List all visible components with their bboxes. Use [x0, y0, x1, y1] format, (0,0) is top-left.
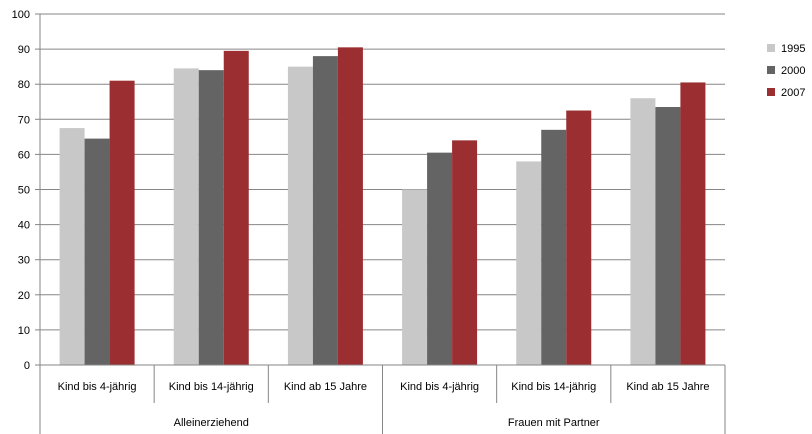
gridlines — [40, 13, 725, 331]
legend-label: 1995 — [781, 43, 805, 55]
x-category-label: Kind bis 14-jährig — [511, 381, 596, 393]
bar-1995 — [516, 161, 542, 365]
bar-2007 — [337, 47, 363, 365]
bar-1995 — [287, 66, 313, 366]
x-group-label: Alleinerziehend — [174, 417, 249, 429]
legend-label: 2007 — [781, 87, 805, 99]
y-tick-label: 50 — [18, 185, 30, 197]
bar-2000 — [84, 138, 110, 365]
x-category-label: Kind bis 4-jährig — [58, 381, 137, 393]
y-tick-label: 40 — [18, 220, 30, 232]
x-category-label: Kind bis 4-jährig — [400, 381, 479, 393]
bar-2000 — [312, 56, 338, 366]
bar-1995 — [630, 98, 656, 366]
bars — [59, 47, 706, 366]
bar-2000 — [655, 107, 681, 365]
bar-2007 — [452, 140, 478, 365]
bar-2000 — [427, 152, 453, 365]
legend-swatch-1995 — [767, 44, 775, 52]
bar-2007 — [566, 110, 592, 366]
legend-label: 2000 — [781, 65, 805, 77]
y-tick-label: 60 — [18, 149, 30, 161]
x-category-label: Kind ab 15 Jahre — [626, 381, 709, 393]
x-category-label: Kind bis 14-jährig — [169, 381, 254, 393]
legend-swatch-2000 — [767, 66, 775, 74]
x-group-label: Frauen mit Partner — [508, 417, 600, 429]
labels: 0 10 20 30 40 50 60 70 80 90 100 Kind bis 4-jährig K… — [12, 9, 710, 429]
bar-1995 — [173, 68, 199, 365]
bar-2007 — [223, 50, 249, 365]
bar-1995 — [59, 128, 85, 365]
y-tick-label: 20 — [18, 290, 30, 302]
legend-swatch-2007 — [767, 88, 775, 96]
y-tick-label: 30 — [18, 255, 30, 267]
bar-2007 — [680, 82, 706, 365]
bar-1995 — [402, 189, 428, 365]
x-category-label: Kind ab 15 Jahre — [284, 381, 367, 393]
axes — [35, 13, 726, 434]
y-tick-label: 90 — [18, 44, 30, 56]
y-tick-label: 0 — [24, 360, 30, 372]
legend: 1995 2000 2007 — [767, 43, 805, 99]
y-tick-label: 70 — [18, 114, 30, 126]
y-tick-label: 100 — [12, 9, 30, 21]
bar-2000 — [541, 129, 567, 365]
y-tick-label: 10 — [18, 325, 30, 337]
bar-2000 — [198, 70, 224, 365]
y-tick-label: 80 — [18, 79, 30, 91]
bar-2007 — [109, 80, 135, 365]
